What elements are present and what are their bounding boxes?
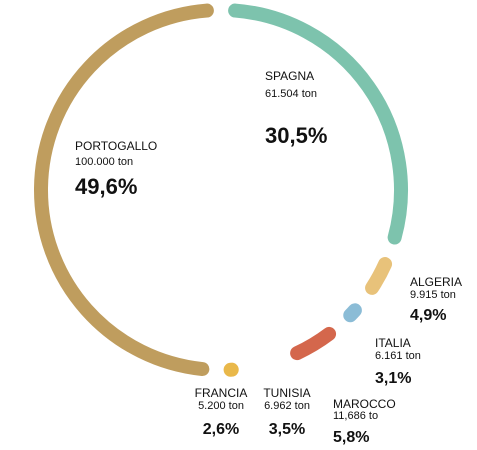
arc-segment [343, 303, 362, 323]
segment-name: ITALIA [375, 336, 411, 350]
segment-name: TUNISIA [263, 386, 310, 400]
segment-quantity: 61.504 ton [265, 88, 317, 100]
segment-percent: 2,6% [203, 421, 239, 438]
arc-segment [228, 3, 408, 245]
segment-quantity: 11,686 to [333, 410, 378, 422]
arc-segment [290, 326, 337, 361]
segment-percent: 30,5% [265, 123, 327, 148]
segment-percent: 5,8% [333, 429, 369, 446]
segment-quantity: 9.915 ton [410, 289, 456, 301]
segment-percent: 3,5% [269, 421, 305, 438]
segment-name: FRANCIA [195, 386, 248, 400]
segment-quantity: 6.161 ton [375, 350, 421, 362]
segment-percent: 4,9% [410, 307, 446, 324]
arc-segment [365, 257, 393, 295]
segment-quantity: 5.200 ton [198, 400, 244, 412]
segment-name: SPAGNA [265, 69, 314, 83]
segment-name: MAROCCO [333, 397, 396, 411]
segment-quantity: 6.962 ton [264, 400, 310, 412]
segment-name: ALGERIA [410, 275, 462, 289]
arc-segment [34, 3, 214, 377]
arc-segment [252, 356, 278, 373]
segment-name: PORTOGALLO [75, 139, 157, 153]
segment-percent: 3,1% [375, 370, 411, 387]
segment-quantity: 100.000 ton [75, 156, 133, 168]
segment-percent: 49,6% [75, 174, 137, 199]
